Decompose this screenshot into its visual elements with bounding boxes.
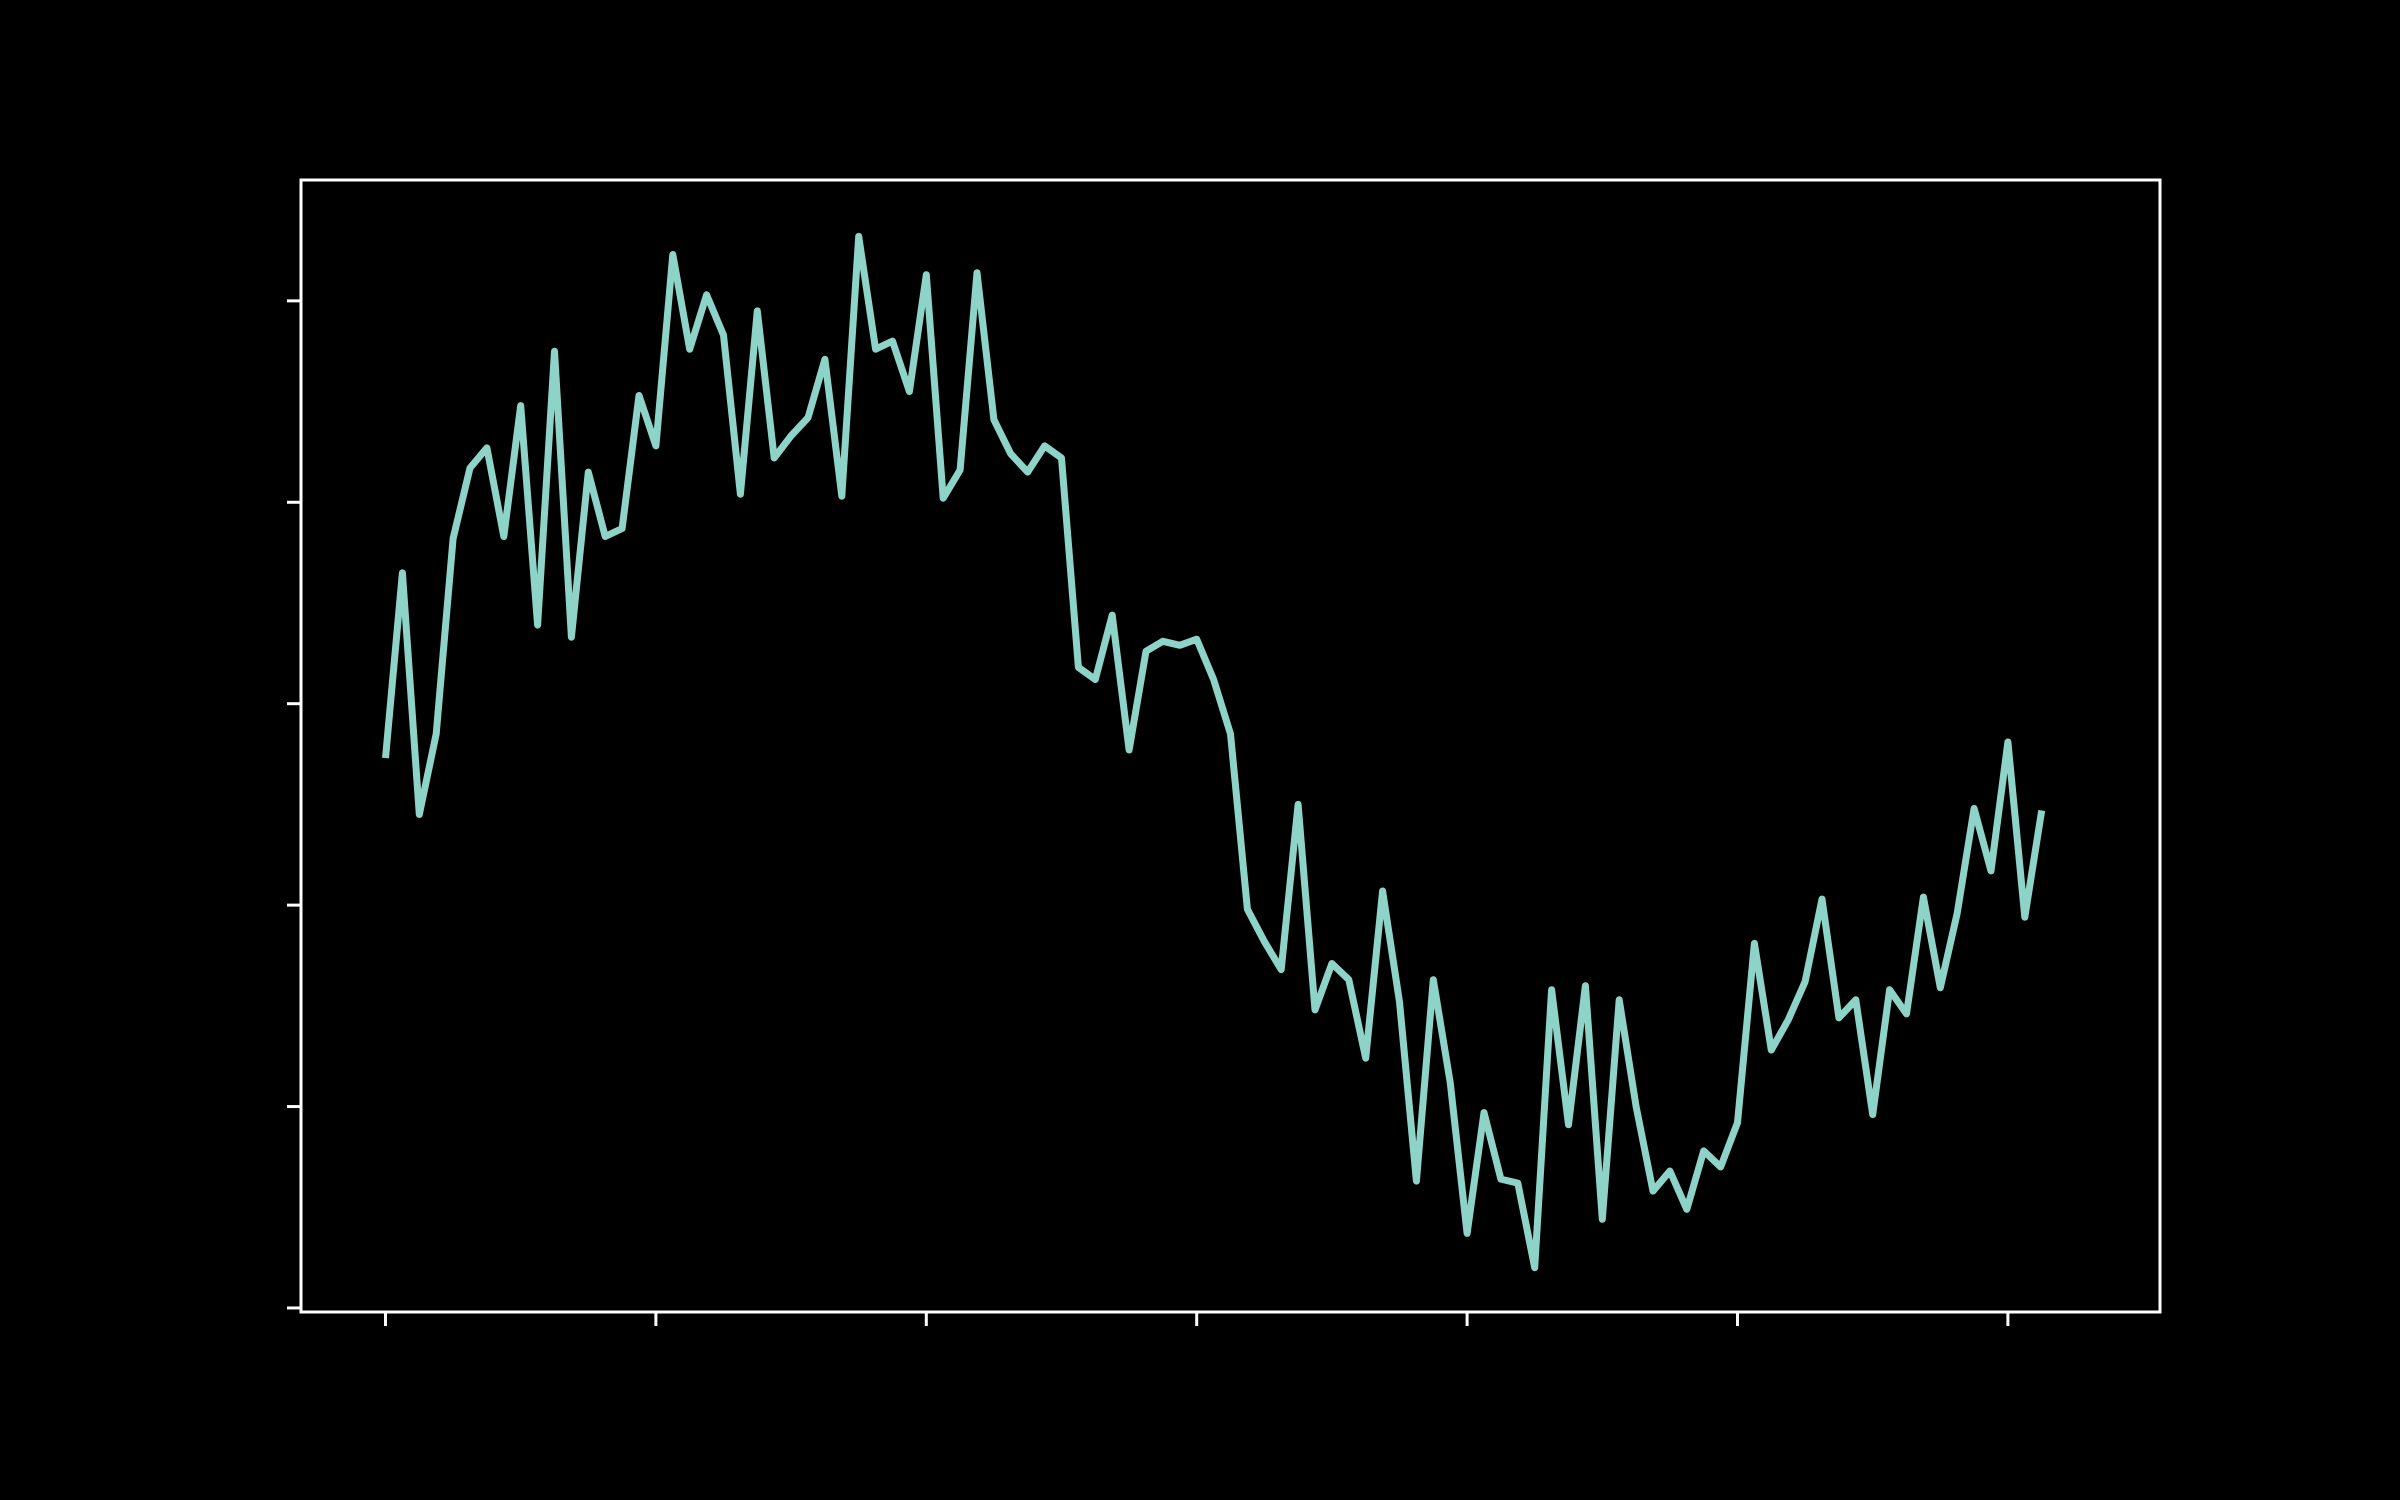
plot-frame bbox=[299, 178, 2162, 1314]
series-line bbox=[382, 232, 2046, 1272]
tick-marks bbox=[287, 299, 2010, 1326]
series-layer bbox=[382, 232, 2046, 1272]
